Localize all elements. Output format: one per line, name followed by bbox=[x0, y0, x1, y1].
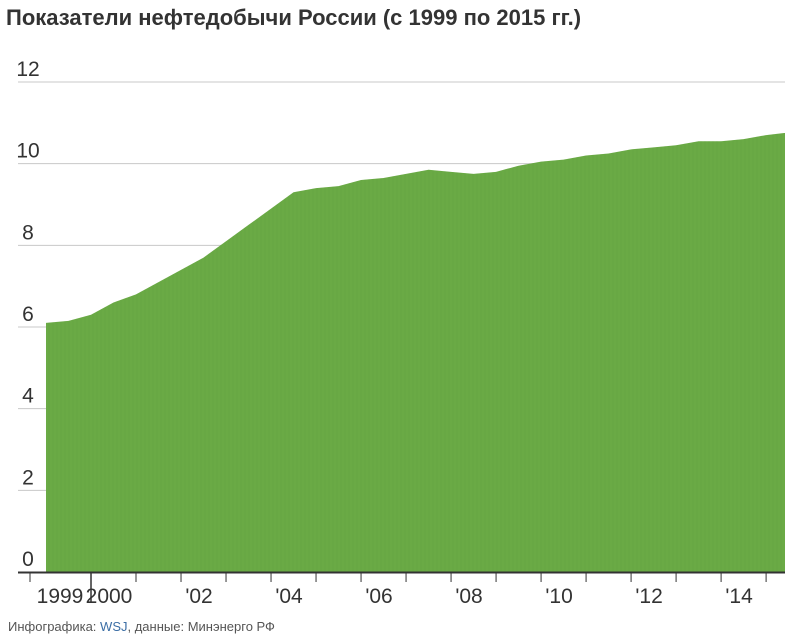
x-axis: 1999 2000 '02 '04 '06 '08 '10 '12 '14 bbox=[18, 571, 785, 608]
source-credit: Инфографика: WSJ, данные: Минэнерго РФ bbox=[8, 619, 275, 634]
y-tick-label: 4 bbox=[22, 385, 34, 408]
data-area bbox=[46, 133, 785, 572]
x-tick-label: '08 bbox=[455, 585, 482, 608]
x-tick-label: '12 bbox=[635, 585, 662, 608]
y-tick-label: 8 bbox=[22, 221, 34, 244]
x-tick-label: '02 bbox=[185, 585, 212, 608]
x-tick-label: '06 bbox=[365, 585, 392, 608]
x-tick-label: 2000 bbox=[86, 585, 133, 608]
y-tick-label: 12 bbox=[16, 58, 39, 81]
y-tick-label: 0 bbox=[22, 548, 34, 571]
y-tick-labels: 0 2 4 6 8 10 12 bbox=[16, 58, 39, 571]
y-tick-label: 2 bbox=[22, 466, 34, 489]
x-tick-label: '10 bbox=[545, 585, 572, 608]
production-area bbox=[46, 133, 785, 572]
x-tick-label: '04 bbox=[275, 585, 303, 608]
x-tick-label: '14 bbox=[725, 585, 753, 608]
y-tick-label: 10 bbox=[16, 140, 39, 163]
chart-title: Показатели нефтедобычи России (с 1999 по… bbox=[6, 5, 582, 30]
y-tick-label: 6 bbox=[22, 303, 34, 326]
credit-link[interactable]: WSJ bbox=[100, 619, 128, 634]
credit-suffix: , данные: Минэнерго РФ bbox=[127, 619, 275, 634]
credit-prefix: Инфографика: bbox=[8, 619, 101, 634]
x-tick-label: 1999 bbox=[37, 585, 84, 608]
